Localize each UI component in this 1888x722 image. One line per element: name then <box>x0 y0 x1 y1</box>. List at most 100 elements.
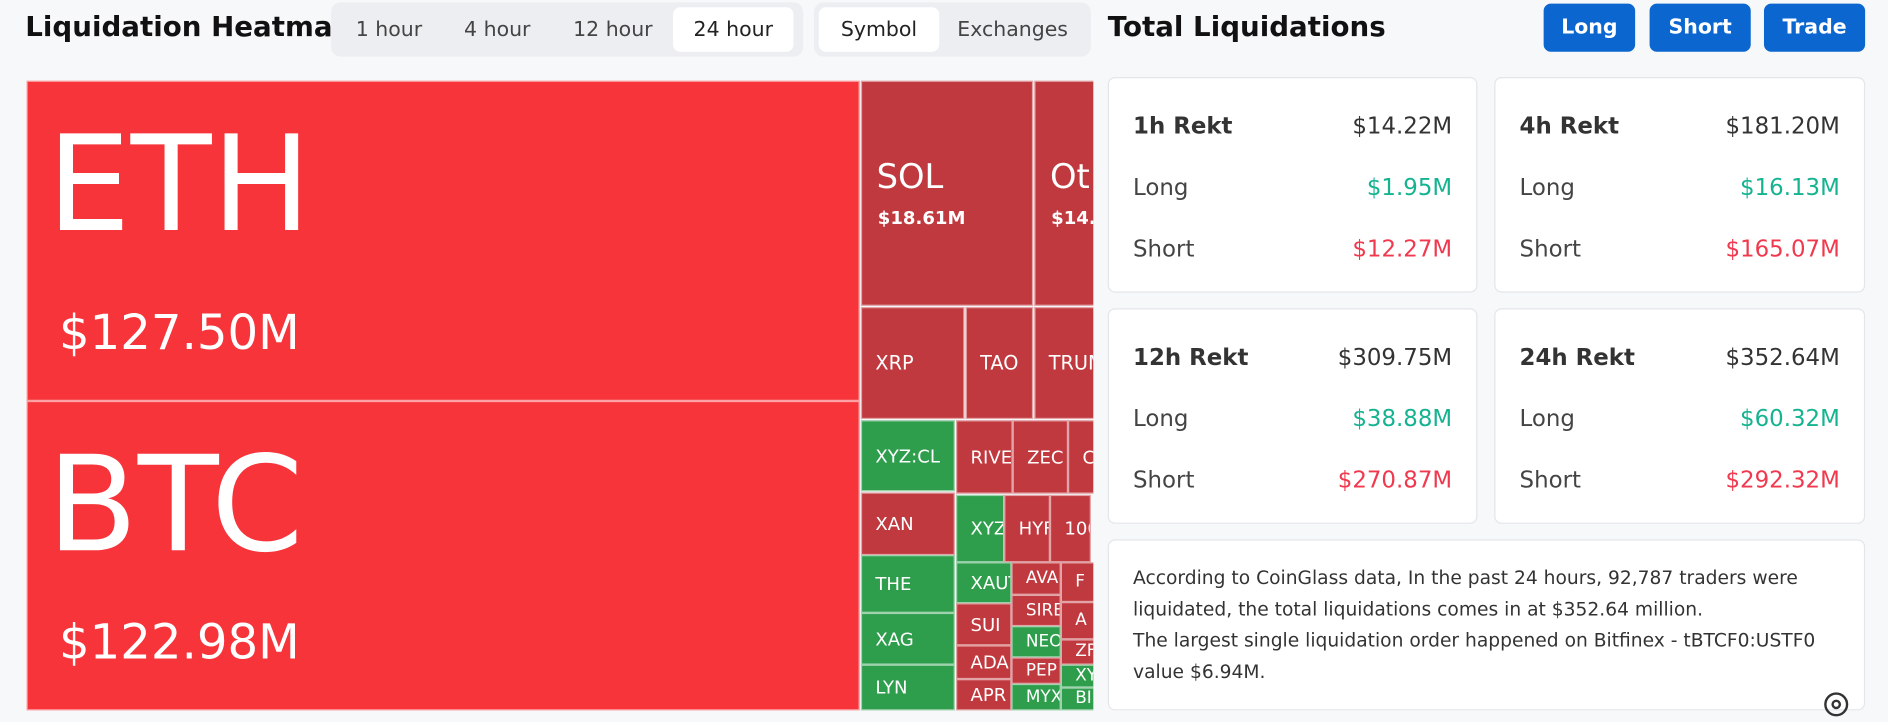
card-header: 24h Rekt $352.64M <box>1520 344 1840 370</box>
tile[interactable]: ZF <box>1060 639 1094 665</box>
row-label: Short <box>1133 467 1195 494</box>
tile[interactable]: LYN <box>860 664 955 711</box>
tile[interactable]: XRP <box>860 307 965 420</box>
tab[interactable]: 12 hour <box>573 17 653 42</box>
tile[interactable]: XAN <box>860 492 955 556</box>
tile[interactable]: SIRE <box>1011 594 1061 627</box>
tile-label: RIVE <box>970 446 1013 469</box>
tile-label: Ot <box>1049 156 1090 197</box>
tab[interactable]: 4 hour <box>464 17 531 42</box>
tab[interactable]: 1 hour <box>355 17 423 42</box>
note: According to CoinGlass data, In the past… <box>1133 567 1798 621</box>
tile[interactable]: BTC $122.98M <box>26 400 860 711</box>
tile-label: A <box>1075 610 1087 631</box>
card: 1h Rekt $14.22M Long $1.95M Short $12.27M <box>1107 77 1478 293</box>
row-label: Short <box>1519 235 1581 263</box>
tile-label: HYF <box>1018 518 1049 540</box>
card-row: Long $16.13M <box>1520 175 1840 201</box>
tile-label: SUI <box>970 613 1001 636</box>
tile[interactable]: XYZ:CL <box>860 420 955 492</box>
tile[interactable]: TAO <box>965 307 1034 420</box>
note-box: According to CoinGlass data, In the past… <box>1107 539 1866 711</box>
tile[interactable]: HYF <box>1004 494 1050 563</box>
tile-label: C <box>1082 446 1093 468</box>
tile[interactable]: TRUM <box>1034 307 1094 420</box>
tile-label: ADA <box>970 651 1009 674</box>
tile[interactable]: PEP <box>1011 657 1061 684</box>
card-total: $14.22M <box>1352 113 1453 140</box>
card-title: 4h Rekt <box>1519 113 1620 140</box>
tile[interactable]: AVA <box>1011 562 1061 595</box>
gear-center <box>1831 699 1842 710</box>
heatmap: ETH $127.50M BTC $122.98M SOL $18.61M Ot $14.3 X… <box>26 80 1094 711</box>
button[interactable]: Long <box>1543 3 1636 52</box>
tile[interactable]: ADA <box>956 645 1012 680</box>
button[interactable]: Short <box>1649 3 1751 52</box>
tile-label: AVA <box>1025 568 1059 589</box>
row-value: $12.27M <box>1352 235 1453 263</box>
tile[interactable]: C <box>1068 420 1094 494</box>
settings-icon[interactable] <box>1818 686 1854 722</box>
tile-label: XRP <box>875 351 914 375</box>
button[interactable]: Trade <box>1763 3 1866 52</box>
tile[interactable]: XYZ <box>956 494 1005 563</box>
tile[interactable]: RIVE <box>956 420 1013 494</box>
tile[interactable]: XAG <box>860 612 955 665</box>
tile-value: $18.61M <box>877 207 966 229</box>
tile-label: XY <box>1075 666 1093 686</box>
tile-label: PEP <box>1025 660 1057 681</box>
tile-label: XAN <box>875 513 914 535</box>
row-value: $165.07M <box>1725 235 1840 263</box>
card-row: Short $165.07M <box>1520 236 1840 262</box>
row-value: $38.88M <box>1352 405 1453 433</box>
note: The largest single liquidation order hap… <box>1133 629 1816 683</box>
tile-value: $127.50M <box>58 305 300 362</box>
tile[interactable]: THE <box>860 555 955 613</box>
row-label: Long <box>1133 405 1189 433</box>
tile-label: SOL <box>876 156 944 197</box>
card-title: 1h Rekt <box>1133 113 1233 140</box>
tile-label: F <box>1075 572 1085 592</box>
tile[interactable]: F <box>1060 562 1094 603</box>
row-label: Short <box>1133 235 1195 263</box>
tab[interactable]: Symbol <box>818 7 940 52</box>
tile-label: BTC <box>46 427 304 582</box>
tile-label: MYX <box>1025 687 1061 707</box>
tile[interactable]: APR <box>956 679 1012 711</box>
card: 12h Rekt $309.75M Long $38.88M Short $270.87M <box>1107 308 1478 524</box>
row-label: Long <box>1519 405 1575 433</box>
tile[interactable]: BI <box>1060 687 1094 711</box>
tile-label: BI <box>1075 689 1092 709</box>
tile[interactable]: 100 <box>1049 494 1091 563</box>
tile[interactable]: Ot $14.3 <box>1034 80 1094 306</box>
tile[interactable]: XAUT <box>956 562 1012 604</box>
card-header: 12h Rekt $309.75M <box>1133 344 1452 370</box>
view-tabs: Symbol Exchanges <box>813 2 1091 57</box>
tile[interactable]: NEO <box>1011 626 1061 658</box>
row-label: Long <box>1519 174 1575 202</box>
tab[interactable]: Exchanges <box>957 17 1068 42</box>
row-value: $60.32M <box>1740 405 1840 433</box>
tile-label: XYZ:CL <box>875 445 940 467</box>
tile[interactable]: ZEC <box>1012 420 1069 494</box>
tile-label: THE <box>875 573 912 596</box>
tile[interactable]: SUI <box>956 603 1012 646</box>
card-total: $181.20M <box>1725 113 1840 140</box>
tab[interactable]: 24 hour <box>673 7 794 52</box>
tile-label: ZEC <box>1027 446 1064 469</box>
tile-label: TAO <box>980 351 1019 375</box>
tile-value: $14.3 <box>1051 207 1093 229</box>
tile[interactable]: ETH $127.50M <box>26 80 860 401</box>
tile[interactable]: MYX <box>1011 683 1061 711</box>
tile[interactable]: XY <box>1060 664 1094 688</box>
card-row: Long $60.32M <box>1520 406 1840 432</box>
tile[interactable]: A <box>1060 602 1094 640</box>
summary-title: Total Liquidations <box>1107 12 1386 44</box>
tile[interactable]: SOL $18.61M <box>860 80 1034 306</box>
tile-label: XYZ <box>970 518 1005 540</box>
gear <box>1824 692 1849 717</box>
tile-label: NEO <box>1025 632 1061 652</box>
tile-label: TRUM <box>1048 351 1094 375</box>
